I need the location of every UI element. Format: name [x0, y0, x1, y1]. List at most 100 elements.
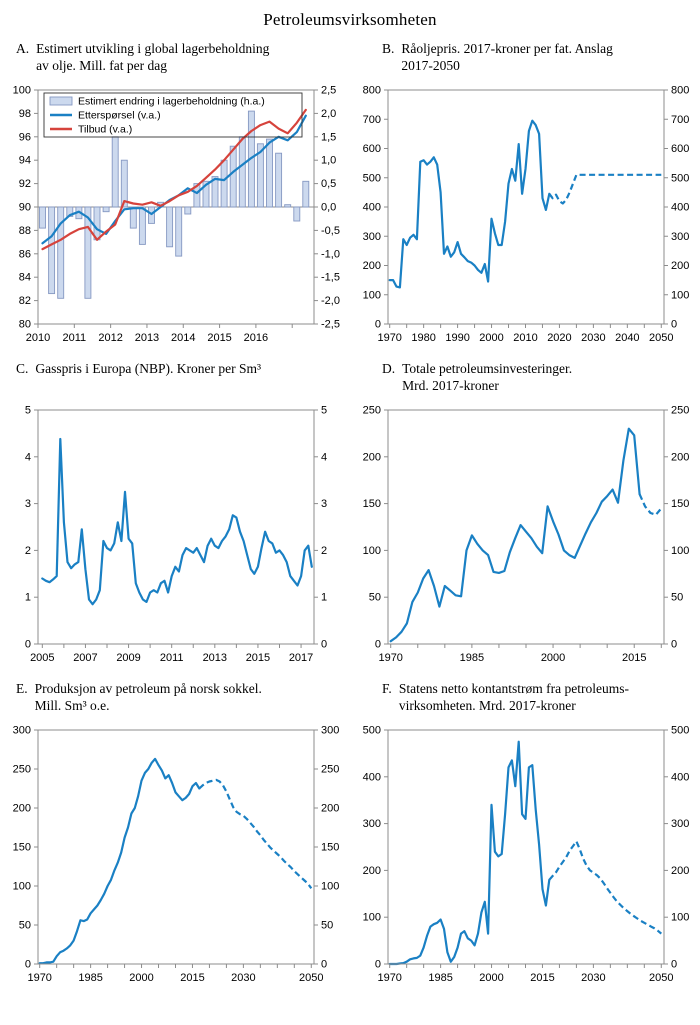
svg-text:150: 150: [671, 498, 689, 510]
svg-text:0: 0: [321, 639, 327, 651]
svg-text:1,5: 1,5: [321, 131, 336, 143]
title-line: Estimert utvikling i global lagerbeholdn…: [36, 41, 270, 56]
svg-text:200: 200: [671, 865, 689, 877]
svg-text:500: 500: [671, 172, 689, 184]
figure-title: Petroleumsvirksomheten: [263, 10, 437, 29]
svg-text:2030: 2030: [231, 972, 255, 984]
svg-text:100: 100: [671, 912, 689, 924]
svg-text:Tilbud (v.a.): Tilbud (v.a.): [78, 124, 132, 136]
svg-text:0: 0: [321, 959, 327, 971]
svg-text:5: 5: [321, 405, 327, 417]
svg-text:Etterspørsel (v.a.): Etterspørsel (v.a.): [78, 110, 161, 122]
panel-f: F. Statens netto kontantstrøm fra petrol…: [350, 680, 700, 994]
svg-text:100: 100: [671, 545, 689, 557]
svg-text:80: 80: [19, 319, 31, 331]
svg-text:500: 500: [671, 725, 689, 737]
svg-text:-2,0: -2,0: [321, 295, 340, 307]
svg-text:0,0: 0,0: [321, 202, 336, 214]
panel-a-title-text: Estimert utvikling i global lagerbeholdn…: [36, 40, 269, 74]
svg-text:250: 250: [13, 764, 31, 776]
svg-text:150: 150: [321, 842, 339, 854]
svg-text:600: 600: [671, 143, 689, 155]
panel-c-chart: 0 1 2 3 4 5 0 1 2 3 4 5 2005 2007 2009 2011 2013 2015 2017: [25, 405, 327, 665]
svg-text:100: 100: [363, 912, 381, 924]
svg-text:250: 250: [321, 764, 339, 776]
svg-text:2017: 2017: [289, 652, 313, 664]
svg-text:2010: 2010: [26, 332, 50, 344]
title-line: Mill. Sm³ o.e.: [34, 698, 110, 713]
svg-text:86: 86: [19, 248, 31, 260]
svg-text:0: 0: [671, 639, 677, 651]
panel-b-title-text: Råoljepris. 2017-kroner per fat. Anslag …: [401, 40, 612, 74]
svg-text:200: 200: [321, 803, 339, 815]
svg-text:2009: 2009: [116, 652, 140, 664]
title-line: 2017-2050: [401, 58, 460, 73]
svg-text:2007: 2007: [73, 652, 97, 664]
svg-text:98: 98: [19, 108, 31, 120]
svg-text:Estimert endring i lagerbehold: Estimert endring i lagerbeholdning (h.a.…: [78, 96, 265, 108]
panel-f-chart: 0 100 200 300 400 500 0 100 200 300 400 500 1970 1985…: [363, 725, 690, 985]
svg-text:250: 250: [363, 405, 381, 417]
panel-f-title: F. Statens netto kontantstrøm fra petrol…: [350, 680, 700, 722]
svg-text:90: 90: [19, 202, 31, 214]
svg-text:2000: 2000: [541, 652, 565, 664]
svg-text:1970: 1970: [377, 972, 401, 984]
panel-d-title-text: Totale petroleumsinvesteringer. Mrd. 201…: [402, 360, 572, 394]
panel-c-title-text: Gasspris i Europa (NBP). Kroner per Sm³: [35, 360, 261, 377]
svg-text:1: 1: [25, 592, 31, 604]
title-line: Råoljepris. 2017-kroner per fat. Anslag: [401, 41, 613, 56]
svg-text:150: 150: [363, 498, 381, 510]
svg-text:400: 400: [363, 771, 381, 783]
panel-grid: A. Estimert utvikling i global lagerbeho…: [0, 40, 700, 994]
svg-text:1980: 1980: [411, 332, 435, 344]
svg-text:2030: 2030: [581, 332, 605, 344]
svg-text:-1,5: -1,5: [321, 272, 340, 284]
svg-text:96: 96: [19, 131, 31, 143]
svg-text:4: 4: [25, 451, 31, 463]
svg-text:2020: 2020: [547, 332, 571, 344]
svg-text:4: 4: [321, 451, 327, 463]
svg-text:2000: 2000: [129, 972, 153, 984]
svg-text:2,0: 2,0: [321, 108, 336, 120]
svg-text:2015: 2015: [207, 332, 231, 344]
panel-c: C. Gasspris i Europa (NBP). Kroner per S…: [0, 360, 350, 674]
svg-text:2015: 2015: [530, 972, 554, 984]
svg-text:1985: 1985: [78, 972, 102, 984]
svg-text:2015: 2015: [246, 652, 270, 664]
svg-text:50: 50: [671, 592, 683, 604]
title-line: Statens netto kontantstrøm fra petroleum…: [398, 681, 630, 696]
svg-text:200: 200: [13, 803, 31, 815]
svg-text:2011: 2011: [160, 652, 184, 664]
svg-text:200: 200: [363, 865, 381, 877]
svg-text:2012: 2012: [98, 332, 122, 344]
svg-text:0: 0: [25, 959, 31, 971]
svg-text:400: 400: [671, 202, 689, 214]
svg-text:2050: 2050: [649, 972, 673, 984]
svg-text:0: 0: [25, 639, 31, 651]
svg-text:300: 300: [671, 818, 689, 830]
svg-text:2015: 2015: [180, 972, 204, 984]
svg-text:2: 2: [25, 545, 31, 557]
svg-text:50: 50: [369, 592, 381, 604]
svg-text:500: 500: [363, 172, 381, 184]
svg-text:800: 800: [671, 85, 689, 97]
svg-text:84: 84: [19, 272, 31, 284]
svg-text:0: 0: [375, 959, 381, 971]
svg-text:5: 5: [25, 405, 31, 417]
svg-text:2: 2: [321, 545, 327, 557]
svg-text:2030: 2030: [581, 972, 605, 984]
svg-text:0: 0: [375, 319, 381, 331]
svg-text:200: 200: [671, 451, 689, 463]
svg-text:2014: 2014: [171, 332, 195, 344]
svg-text:50: 50: [321, 920, 333, 932]
svg-text:-1,0: -1,0: [321, 248, 340, 260]
panel-b-letter: B.: [382, 41, 395, 56]
svg-text:200: 200: [363, 260, 381, 272]
panel-d-chart: 0 50 100 150 200 250 0 50 100 150 200 250 1970 1985 20…: [363, 405, 690, 665]
panel-e-letter: E.: [16, 681, 28, 696]
svg-text:2013: 2013: [135, 332, 159, 344]
svg-text:500: 500: [363, 725, 381, 737]
panel-c-letter: C.: [16, 361, 29, 376]
svg-text:3: 3: [321, 498, 327, 510]
title-line: Produksjon av petroleum på norsk sokkel.: [34, 681, 262, 696]
